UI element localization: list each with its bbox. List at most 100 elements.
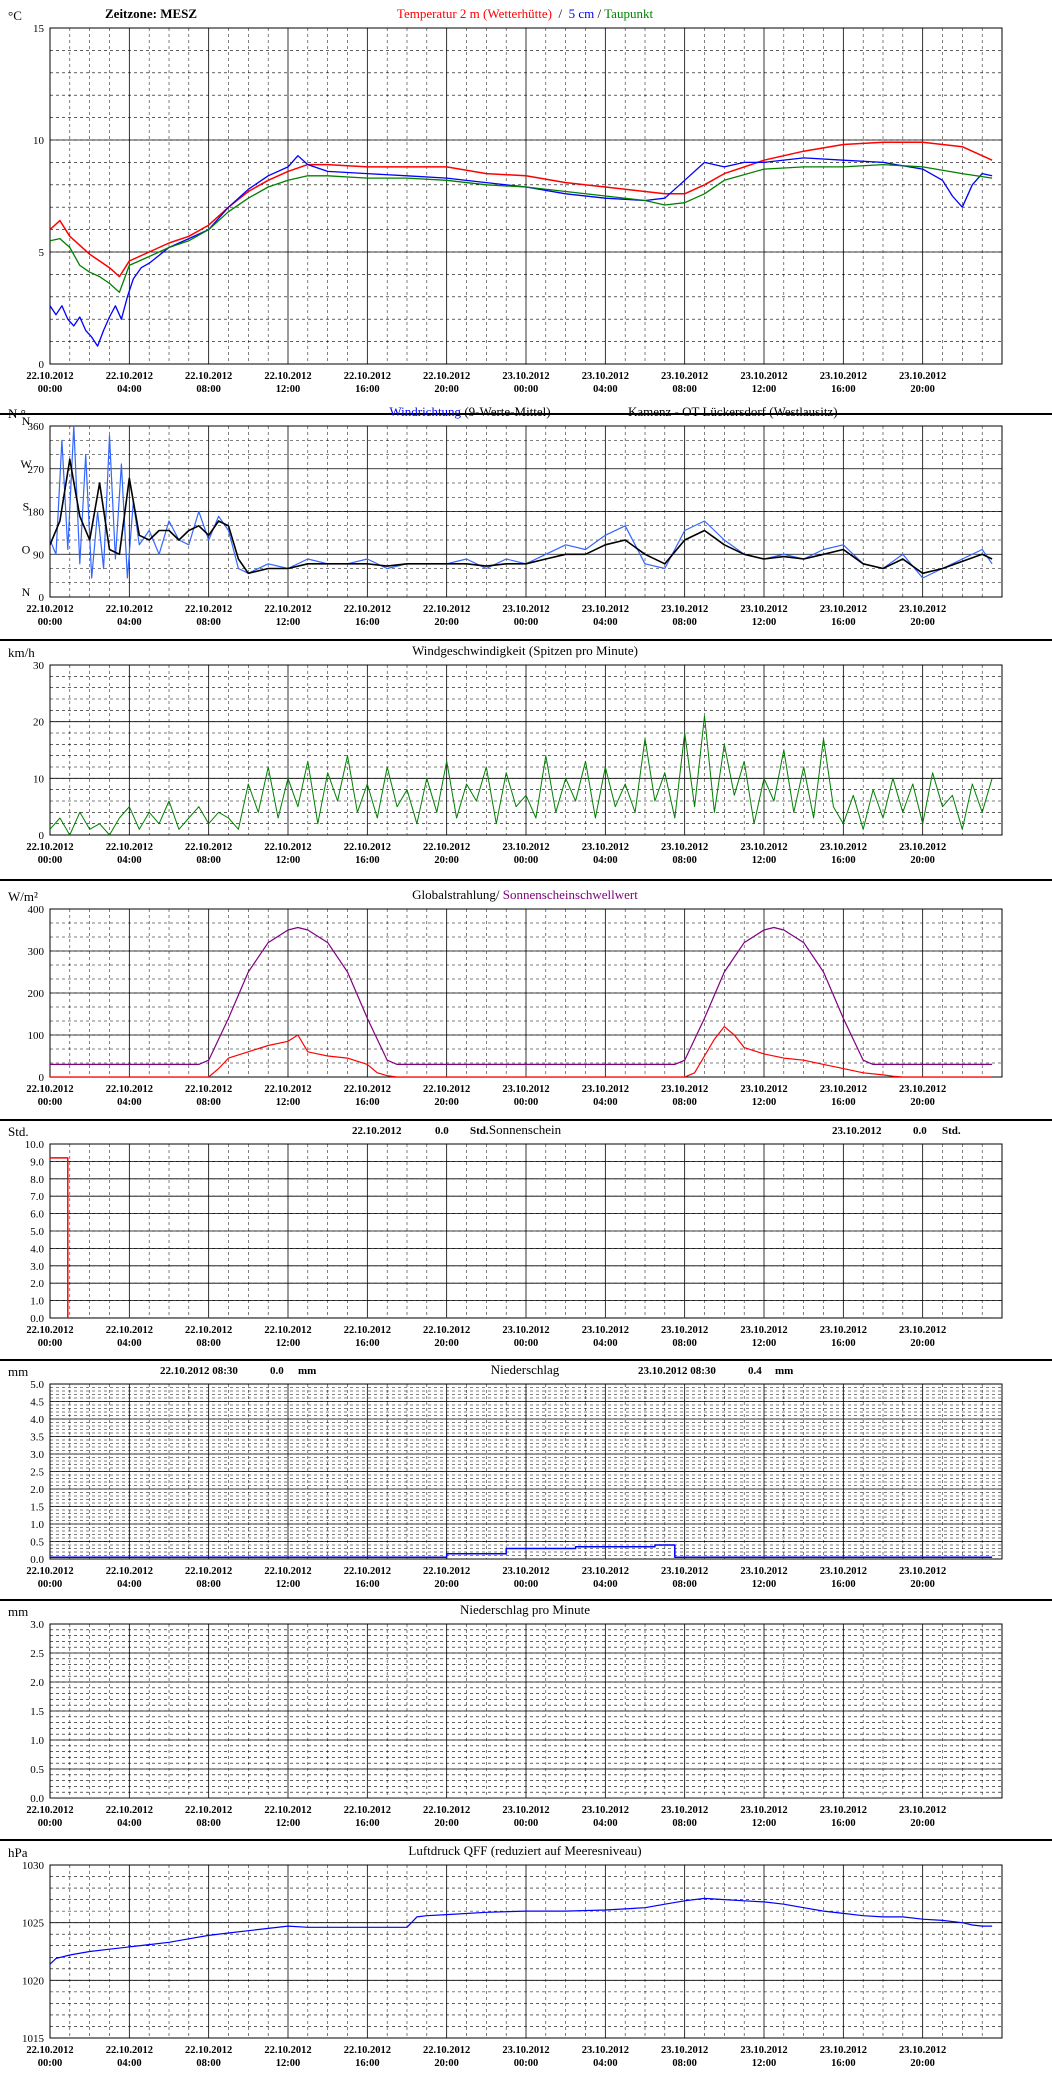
x-tick-date: 22.10.2012	[26, 2045, 73, 2056]
x-tick-label: 22.10.2012 16:00	[344, 1805, 391, 1829]
x-tick-date: 23.10.2012	[582, 1325, 629, 1336]
x-tick-time: 20:00	[910, 1338, 935, 1349]
y-tick-label: 0.0	[30, 1554, 44, 1566]
x-tick-label: 22.10.2012 08:00	[185, 1325, 232, 1349]
x-tick-date: 23.10.2012	[582, 1805, 629, 1816]
x-tick-date: 23.10.2012	[661, 604, 708, 615]
chart-title: Luftdruck QFF (reduziert auf Meeresnivea…	[408, 1843, 641, 1858]
y-tick-label: 15	[33, 23, 45, 35]
y-tick-label: 2.0	[30, 1677, 44, 1689]
title-part: /	[594, 6, 604, 21]
x-tick-date: 22.10.2012	[344, 1805, 391, 1816]
x-tick-date: 22.10.2012	[185, 2045, 232, 2056]
x-tick-date: 23.10.2012	[899, 604, 946, 615]
x-tick-time: 08:00	[196, 855, 221, 866]
x-tick-time: 04:00	[117, 1338, 142, 1349]
x-tick-label: 23.10.2012 04:00	[582, 1566, 629, 1590]
x-tick-date: 22.10.2012	[106, 1084, 153, 1095]
x-tick-label: 22.10.2012 08:00	[185, 2045, 232, 2069]
x-tick-date: 22.10.2012	[185, 604, 232, 615]
y-tick-label: 1.0	[30, 1519, 44, 1531]
unit-label: mm	[8, 1604, 28, 1619]
x-tick-date: 23.10.2012	[661, 1805, 708, 1816]
x-tick-time: 00:00	[38, 855, 63, 866]
x-tick-label: 23.10.2012 00:00	[502, 1325, 549, 1349]
x-tick-date: 22.10.2012	[344, 1566, 391, 1577]
x-tick-date: 22.10.2012	[26, 1805, 73, 1816]
x-tick-label: 22.10.2012 12:00	[264, 1084, 311, 1108]
y-tick-label: 0.0	[30, 1313, 44, 1325]
x-tick-label: 23.10.2012 16:00	[820, 1325, 867, 1349]
y-tick-label: 0.0	[30, 1793, 44, 1805]
x-tick-time: 04:00	[117, 1097, 142, 1108]
x-tick-date: 22.10.2012	[264, 371, 311, 382]
x-tick-label: 22.10.2012 12:00	[264, 1325, 311, 1349]
chart-title: Niederschlag pro Minute	[460, 1602, 590, 1617]
station-label: Kamenz - OT Lückersdorf (Westlausitz)	[628, 404, 838, 419]
x-tick-time: 20:00	[910, 384, 935, 395]
x-tick-time: 20:00	[434, 1818, 459, 1829]
x-tick-date: 23.10.2012	[502, 2045, 549, 2056]
x-tick-label: 23.10.2012 08:00	[661, 1805, 708, 1829]
timezone-label: Zeitzone: MESZ	[105, 6, 197, 21]
annotation-date: 23.10.2012	[832, 1125, 882, 1137]
x-tick-label: 23.10.2012 16:00	[820, 1566, 867, 1590]
x-tick-time: 12:00	[276, 1579, 301, 1590]
title-part: Windgeschwindigkeit (Spitzen pro Minute)	[412, 643, 638, 658]
annotation-value: 0.0	[913, 1125, 927, 1137]
x-tick-label: 23.10.2012 00:00	[502, 1566, 549, 1590]
x-tick-label: 23.10.2012 08:00	[661, 1084, 708, 1108]
x-tick-date: 23.10.2012	[820, 2045, 867, 2056]
x-tick-date: 22.10.2012	[106, 2045, 153, 2056]
x-tick-date: 22.10.2012	[344, 842, 391, 853]
x-tick-time: 16:00	[831, 617, 856, 628]
series-line-luftdruck-qff	[50, 1897, 993, 1965]
x-tick-time: 16:00	[355, 855, 380, 866]
x-tick-label: 23.10.2012 08:00	[661, 604, 708, 628]
x-tick-label: 22.10.2012 20:00	[423, 842, 470, 866]
x-tick-date: 22.10.2012	[264, 842, 311, 853]
y-tick-label: 0	[39, 1072, 45, 1084]
y-tick-label: 0.5	[30, 1537, 44, 1549]
x-tick-label: 23.10.2012 12:00	[740, 2045, 787, 2069]
y-tick-label: 0	[39, 359, 45, 371]
x-tick-date: 23.10.2012	[820, 842, 867, 853]
chart-panel-temperature: 0 5 10 15 °C Temperatur 2 m (Wetterhütte) / 5…	[8, 6, 1003, 395]
x-tick-label: 23.10.2012 08:00	[661, 842, 708, 866]
x-tick-date: 22.10.2012	[344, 371, 391, 382]
x-tick-time: 08:00	[672, 855, 697, 866]
x-tick-date: 22.10.2012	[26, 1084, 73, 1095]
x-tick-label: 22.10.2012 04:00	[106, 604, 153, 628]
series-line-taupunkt	[50, 163, 993, 293]
x-tick-label: 22.10.2012 20:00	[423, 1325, 470, 1349]
x-tick-date: 22.10.2012	[423, 842, 470, 853]
series-line-windgeschwindigkeit-spitzen-pro-minute-	[50, 715, 993, 835]
y-tick-label: 5.0	[30, 1379, 44, 1391]
x-tick-label: 23.10.2012 12:00	[740, 604, 787, 628]
x-tick-label: 23.10.2012 16:00	[820, 1805, 867, 1829]
y-tick-label: 0	[39, 830, 45, 842]
x-tick-time: 04:00	[593, 1338, 618, 1349]
x-tick-time: 20:00	[910, 855, 935, 866]
x-tick-date: 22.10.2012	[106, 371, 153, 382]
x-tick-date: 22.10.2012	[344, 2045, 391, 2056]
x-tick-time: 00:00	[38, 1818, 63, 1829]
x-tick-time: 12:00	[276, 1338, 301, 1349]
x-tick-time: 08:00	[196, 617, 221, 628]
x-tick-label: 23.10.2012 16:00	[820, 2045, 867, 2069]
x-tick-label: 23.10.2012 04:00	[582, 2045, 629, 2069]
x-tick-time: 12:00	[276, 2058, 301, 2069]
x-tick-time: 16:00	[831, 1818, 856, 1829]
x-tick-label: 22.10.2012 12:00	[264, 842, 311, 866]
x-tick-label: 23.10.2012 04:00	[582, 1325, 629, 1349]
x-tick-time: 00:00	[514, 1579, 539, 1590]
x-tick-time: 08:00	[672, 1338, 697, 1349]
x-tick-time: 00:00	[514, 1338, 539, 1349]
x-tick-label: 22.10.2012 00:00	[26, 2045, 73, 2069]
chart-title: Windgeschwindigkeit (Spitzen pro Minute)	[412, 643, 638, 658]
x-tick-time: 04:00	[117, 855, 142, 866]
compass-letter: N	[22, 585, 31, 599]
x-tick-label: 23.10.2012 16:00	[820, 604, 867, 628]
